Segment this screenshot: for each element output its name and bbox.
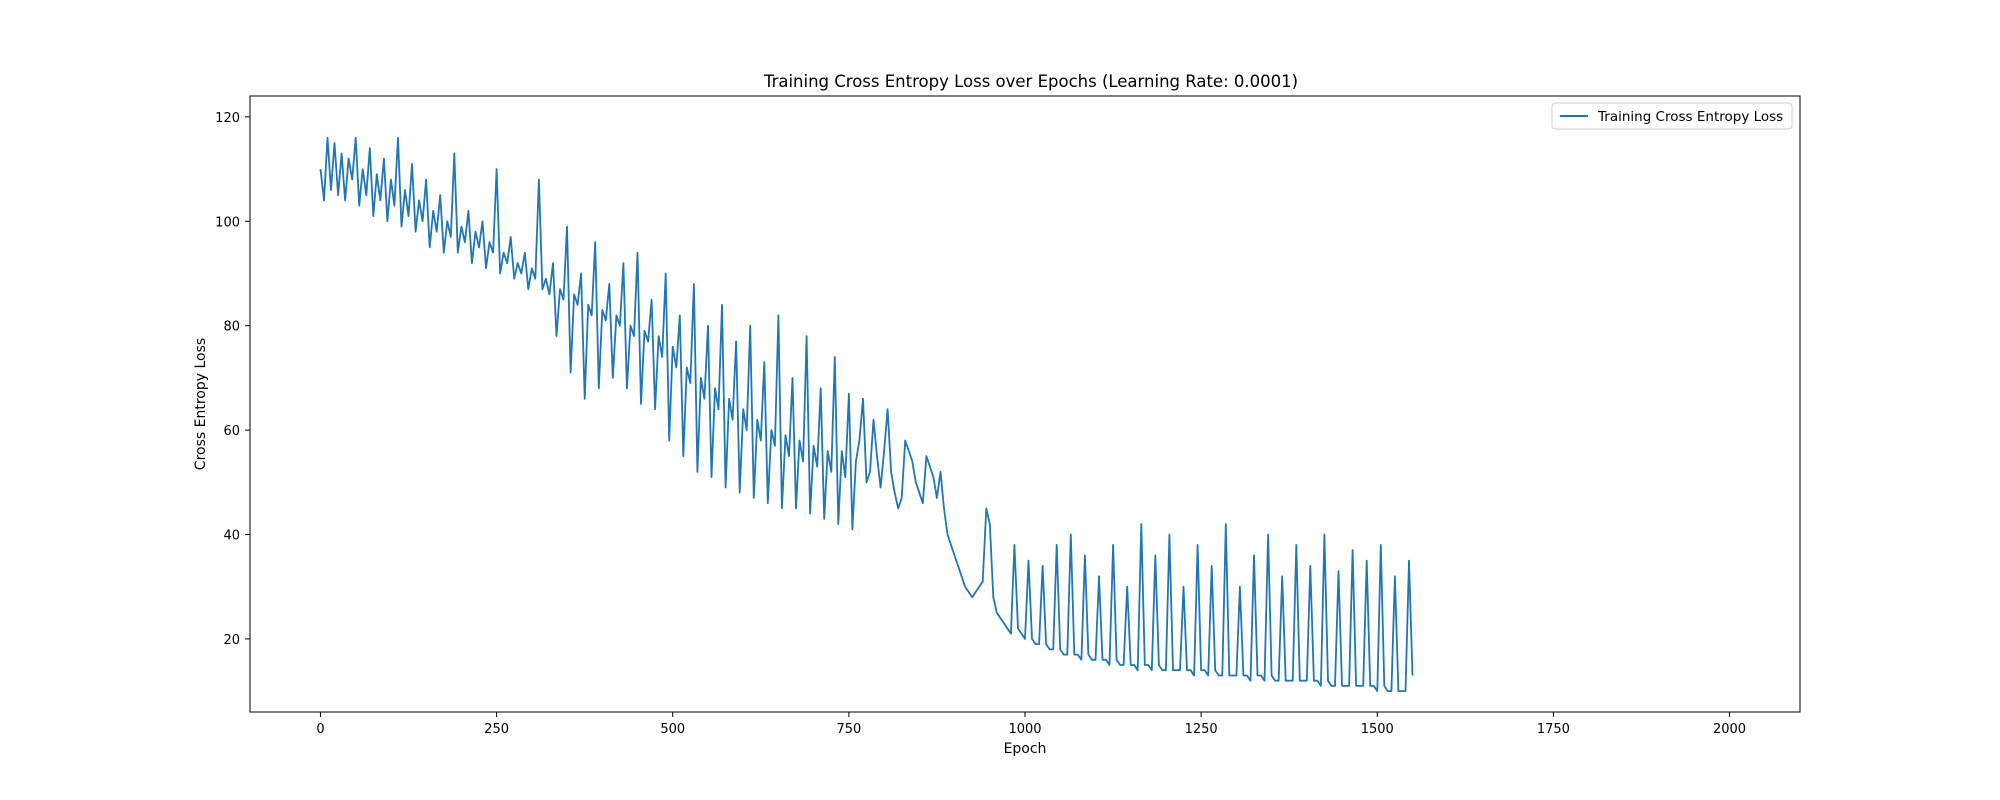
legend-box — [1551, 102, 1793, 130]
x-tick-label: 250 — [484, 722, 509, 737]
x-axis: 0 250 500 750 1000 1250 1500 1750 2000 — [316, 712, 1746, 737]
y-tick-label: 20 — [223, 633, 240, 648]
y-tick-label: 80 — [223, 320, 240, 335]
x-tick-label: 2000 — [1713, 722, 1746, 737]
x-tick-label: 1000 — [1008, 722, 1041, 737]
y-tick-label: 120 — [215, 111, 240, 126]
legend: Training Cross Entropy Loss — [1551, 102, 1793, 130]
x-tick-label: 0 — [316, 722, 324, 737]
legend-label: Training Cross Entropy Loss — [1597, 109, 1783, 125]
chart-title: Training Cross Entropy Loss over Epochs … — [763, 72, 1298, 91]
y-tick-label: 100 — [215, 215, 240, 230]
x-tick-label: 1500 — [1361, 722, 1394, 737]
series-line-training-cross-entropy-loss — [319, 136, 1414, 692]
x-tick-label: 500 — [660, 722, 685, 737]
x-tick-label: 1750 — [1537, 722, 1570, 737]
x-tick-label: 750 — [836, 722, 861, 737]
y-tick-label: 40 — [223, 529, 240, 544]
x-tick-label: 1250 — [1185, 722, 1218, 737]
y-axis: 20 40 60 80 100 120 — [215, 111, 250, 648]
y-tick-label: 60 — [223, 424, 240, 439]
y-axis-label: Cross Entropy Loss — [193, 338, 209, 470]
x-axis-label: Epoch — [1004, 741, 1047, 757]
